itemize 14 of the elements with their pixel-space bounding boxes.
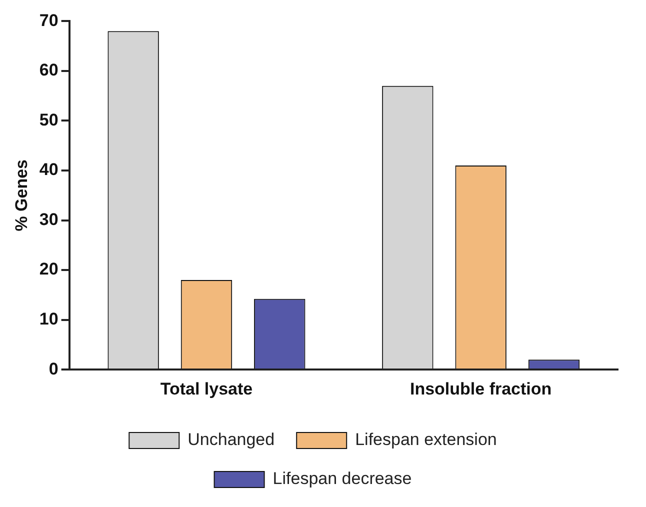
y-tick-label: 60 [39, 60, 58, 80]
y-tick-label: 30 [39, 210, 58, 229]
y-axis-title: % Genes [12, 159, 31, 232]
legend-label: Lifespan extension [355, 430, 497, 450]
y-tick-label: 10 [39, 310, 58, 329]
x-tick-label: Insoluble fraction [410, 379, 552, 398]
y-tick-label: 20 [39, 260, 58, 279]
legend-label: Unchanged [188, 430, 275, 450]
y-tick-label: 50 [39, 110, 58, 130]
y-tick-label: 0 [48, 359, 58, 378]
x-tick-label: Total lysate [160, 379, 253, 398]
y-tick-label: 40 [39, 160, 58, 180]
y-tick-label: 70 [39, 10, 58, 30]
legend-label: Lifespan decrease [272, 469, 412, 488]
